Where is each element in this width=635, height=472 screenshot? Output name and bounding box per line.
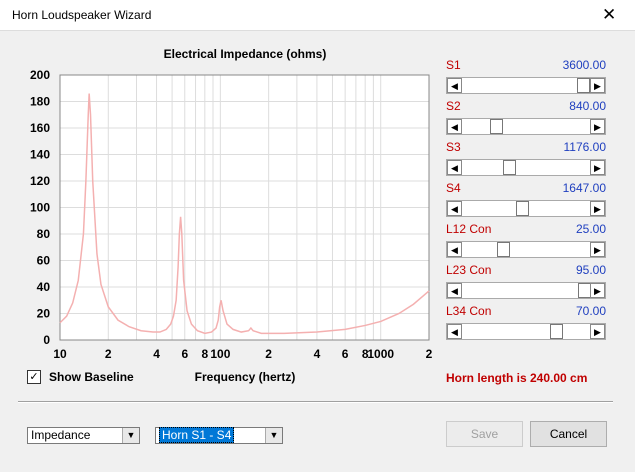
slider-value: 1176.00 <box>563 140 607 154</box>
slider-arrow-right: ▶ <box>590 283 605 298</box>
slider-value: 840.00 <box>569 99 606 113</box>
x-tick-label: 2 <box>426 347 433 361</box>
slider-value: 95.00 <box>575 263 606 277</box>
dropdown-arrow: ▼ <box>265 428 282 443</box>
slider-label: L34 Con <box>446 304 492 318</box>
slider-label: L23 Con <box>446 263 492 277</box>
slider-label: S4 <box>446 181 461 195</box>
close-button[interactable]: ✕ <box>602 5 617 24</box>
slider-thumb[interactable] <box>497 242 510 257</box>
slider-arrow-left: ◀ <box>447 324 462 339</box>
dropdown[interactable]: Horn S1 - S4 ▼ <box>155 427 283 444</box>
slider[interactable]: ◀ ▶ <box>446 77 606 94</box>
title-bar: Horn Loudspeaker Wizard ✕ <box>0 0 635 31</box>
y-tick-label: 0 <box>43 333 50 347</box>
slider-value: 25.00 <box>575 222 606 236</box>
slider-label: S3 <box>446 140 461 154</box>
plot-border <box>59 74 430 341</box>
slider[interactable]: ◀ ▶ <box>446 241 606 258</box>
slider-thumb[interactable] <box>503 160 516 175</box>
x-tick-label: 6 <box>342 347 349 361</box>
slider-arrow-left: ◀ <box>447 283 462 298</box>
slider-arrow-left: ◀ <box>447 201 462 216</box>
separator <box>18 401 613 403</box>
slider-arrow-right: ▶ <box>590 119 605 134</box>
cancel-button[interactable]: Cancel <box>530 421 607 447</box>
impedance-line <box>59 93 430 335</box>
horn-length: Horn length is 240.00 cm <box>446 371 588 385</box>
y-tick-label: 100 <box>30 201 50 215</box>
x-axis-label: Frequency (hertz) <box>195 370 296 384</box>
slider-arrow-right: ▶ <box>590 324 605 339</box>
x-tick-label: 4 <box>153 347 160 361</box>
y-tick-label: 40 <box>37 280 51 294</box>
dropdown-arrow: ▼ <box>122 428 139 443</box>
x-tick-label: 2 <box>105 347 112 361</box>
slider-label: S2 <box>446 99 461 113</box>
slider-value: 1647.00 <box>562 181 606 195</box>
dropdown-text: Impedance <box>31 428 91 442</box>
x-tick-label: 100 <box>210 347 230 361</box>
checkbox[interactable]: ✓ <box>27 370 41 384</box>
slider-thumb[interactable] <box>550 324 563 339</box>
slider-arrow-left: ◀ <box>447 78 462 93</box>
slider-thumb[interactable] <box>577 78 590 93</box>
slider[interactable]: ◀ ▶ <box>446 282 606 299</box>
x-tick-label: 1000 <box>367 347 394 361</box>
slider-arrow-right: ▶ <box>590 78 605 93</box>
slider-arrow-right: ▶ <box>590 242 605 257</box>
y-tick-label: 180 <box>30 95 50 109</box>
slider[interactable]: ◀ ▶ <box>446 200 606 217</box>
y-tick-label: 20 <box>37 307 51 321</box>
x-tick-label: 2 <box>265 347 272 361</box>
chart-title: Electrical Impedance (ohms) <box>164 47 327 61</box>
slider-thumb[interactable] <box>490 119 503 134</box>
slider-arrow-right: ▶ <box>590 160 605 175</box>
x-tick-label: 8 <box>201 347 208 361</box>
slider-value: 70.00 <box>575 304 606 318</box>
slider-thumb[interactable] <box>516 201 529 216</box>
slider-value: 3600.00 <box>562 58 606 72</box>
x-tick-label: 10 <box>53 347 67 361</box>
slider-arrow-left: ◀ <box>447 242 462 257</box>
slider-arrow-left: ◀ <box>447 119 462 134</box>
dropdown-text: Horn S1 - S4 <box>159 427 235 443</box>
x-tick-label: 8 <box>362 347 369 361</box>
dropdown[interactable]: Impedance ▼ <box>27 427 140 444</box>
slider-arrow-right: ▶ <box>590 201 605 216</box>
y-tick-label: 200 <box>30 68 50 82</box>
x-tick-label: 6 <box>181 347 188 361</box>
checkbox-label[interactable]: Show Baseline <box>49 370 134 384</box>
y-tick-label: 160 <box>30 121 50 135</box>
slider[interactable]: ◀ ▶ <box>446 159 606 176</box>
slider[interactable]: ◀ ▶ <box>446 323 606 340</box>
window-title: Horn Loudspeaker Wizard <box>12 8 152 22</box>
chart: Electrical Impedance (ohms) Frequency (h… <box>30 47 433 384</box>
slider-label: S1 <box>446 58 461 72</box>
save-button[interactable]: Save <box>446 421 523 447</box>
y-tick-label: 140 <box>30 148 50 162</box>
y-tick-label: 120 <box>30 174 50 188</box>
x-tick-label: 4 <box>314 347 321 361</box>
slider-label: L12 Con <box>446 222 492 236</box>
y-tick-label: 80 <box>37 227 51 241</box>
slider-arrow-left: ◀ <box>447 160 462 175</box>
y-tick-label: 60 <box>37 254 51 268</box>
slider[interactable]: ◀ ▶ <box>446 118 606 135</box>
